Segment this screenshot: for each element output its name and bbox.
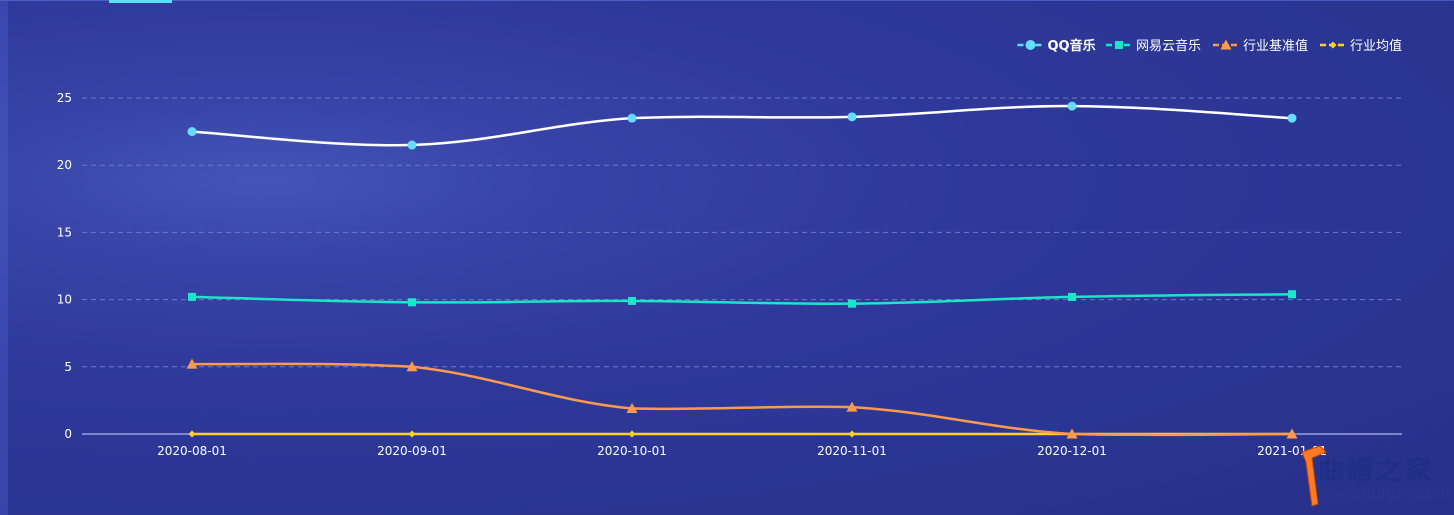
data-point bbox=[1067, 101, 1077, 111]
y-tick-label: 0 bbox=[64, 427, 72, 441]
data-point bbox=[1288, 290, 1296, 299]
legend-label: 行业基准值 bbox=[1243, 38, 1308, 54]
legend-symbol bbox=[1114, 41, 1123, 49]
y-tick-label: 5 bbox=[64, 360, 72, 374]
series-0 bbox=[187, 101, 1297, 150]
data-point bbox=[1068, 292, 1076, 301]
series-layer bbox=[186, 101, 1298, 439]
x-tick-label: 2020-08-01 bbox=[157, 444, 227, 458]
data-point bbox=[406, 361, 418, 372]
axes: 0 5 10 15 20 25 2020-08-01 2020-09-01 2020-10-01… bbox=[57, 91, 1402, 458]
series-line bbox=[191, 362, 1293, 437]
legend-symbol bbox=[1220, 39, 1232, 50]
legend-symbol bbox=[1329, 41, 1337, 49]
data-point bbox=[407, 140, 417, 150]
x-tick-label: 2020-10-01 bbox=[597, 444, 667, 458]
data-point bbox=[848, 430, 856, 438]
y-tick-label: 10 bbox=[57, 293, 72, 307]
data-point bbox=[846, 401, 858, 412]
x-tick-label: 2020-09-01 bbox=[377, 444, 447, 458]
data-point bbox=[186, 358, 198, 369]
watermark-name: 曲譜之家 bbox=[1318, 456, 1435, 486]
panel-left-border bbox=[0, 0, 8, 515]
legend-item: 网易云音乐 bbox=[1105, 38, 1201, 54]
watermark-logo-icon bbox=[1301, 445, 1327, 507]
data-point bbox=[626, 402, 638, 413]
legend-symbol bbox=[1025, 40, 1036, 50]
active-tab-indicator bbox=[109, 0, 172, 3]
data-point bbox=[848, 299, 856, 308]
data-point bbox=[628, 430, 636, 438]
panel-top-border bbox=[0, 0, 1454, 1]
y-tick-label: 25 bbox=[57, 91, 72, 105]
data-point bbox=[847, 112, 857, 122]
data-point bbox=[1286, 428, 1298, 439]
data-point bbox=[627, 113, 637, 123]
legend-label: QQ音乐 bbox=[1047, 38, 1095, 54]
watermark: 曲譜之家 www.hpppw.com bbox=[1296, 440, 1454, 515]
legend-item: 行业基准值 bbox=[1212, 38, 1308, 54]
data-point bbox=[188, 292, 196, 301]
data-point bbox=[408, 298, 416, 307]
series-line bbox=[191, 292, 1293, 305]
data-point bbox=[1287, 113, 1297, 123]
x-tick-label: 2020-12-01 bbox=[1037, 444, 1107, 458]
y-tick-label: 20 bbox=[57, 158, 72, 172]
series-1 bbox=[188, 290, 1296, 308]
data-point bbox=[187, 127, 197, 137]
legend-item: 行业均值 bbox=[1319, 38, 1402, 54]
data-point bbox=[628, 296, 636, 305]
x-tick-label: 2020-11-01 bbox=[817, 444, 887, 458]
data-point bbox=[1066, 428, 1078, 439]
legend-label: 网易云音乐 bbox=[1136, 38, 1201, 54]
y-tick-label: 15 bbox=[57, 225, 72, 239]
data-point bbox=[408, 430, 416, 438]
legend-item: QQ音乐 bbox=[1017, 38, 1096, 54]
watermark-url: www.hpppw.com bbox=[1320, 485, 1450, 502]
legend: QQ音乐 网易云音乐 行业基准值 行业均值 bbox=[1017, 38, 1402, 54]
series-line bbox=[191, 104, 1293, 147]
series-2 bbox=[186, 358, 1298, 439]
legend-label: 行业均值 bbox=[1350, 38, 1402, 54]
data-point bbox=[188, 430, 196, 438]
